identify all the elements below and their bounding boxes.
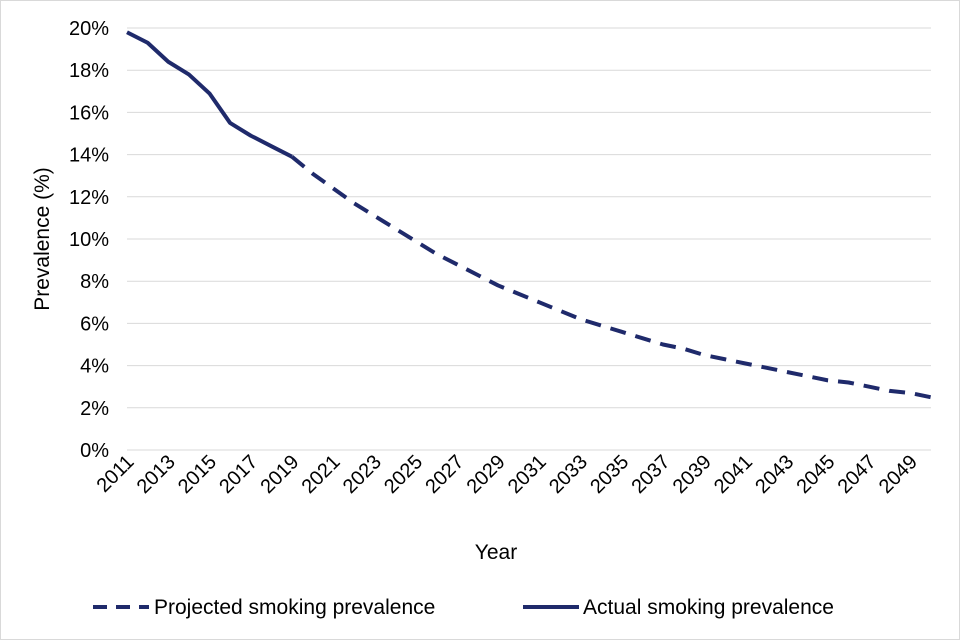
actual-series-line: [126, 30, 293, 159]
x-tick-label: 2039: [669, 451, 716, 498]
x-tick-label: 2029: [463, 451, 510, 498]
grid-lines: [127, 27, 931, 409]
x-tick-label: 2025: [380, 451, 427, 498]
x-tick-label: 2015: [174, 451, 221, 498]
projected-series-line: [290, 155, 932, 400]
y-tick-label: 14%: [69, 145, 109, 167]
x-axis-title: Year: [475, 541, 517, 564]
x-tick-label: 2045: [792, 451, 839, 498]
x-tick-label: 2027: [421, 451, 468, 498]
y-tick-label: 10%: [69, 229, 109, 251]
y-tick-label: 6%: [80, 313, 109, 335]
x-tick-label: 2031: [504, 451, 551, 498]
x-tick-label: 2023: [339, 451, 386, 498]
x-tick-label: 2041: [710, 451, 757, 498]
series-layer: [126, 30, 932, 400]
x-tick-label: 2017: [215, 451, 262, 498]
x-tick-label: 2033: [545, 451, 592, 498]
x-tick-label: 2043: [751, 451, 798, 498]
y-axis-tick-labels: 0% 2% 4% 6% 8% 10% 12% 14% 16% 18% 20%: [69, 18, 109, 462]
y-tick-label: 4%: [80, 356, 109, 378]
y-tick-label: 0%: [80, 440, 109, 462]
x-tick-label: 2049: [875, 451, 922, 498]
x-tick-label: 2019: [256, 451, 303, 498]
x-tick-label: 2037: [628, 451, 675, 498]
y-axis-title: Prevalence (%): [31, 167, 54, 311]
y-tick-label: 8%: [80, 271, 109, 293]
y-tick-label: 18%: [69, 60, 109, 82]
x-tick-label: 2047: [834, 451, 881, 498]
legend-label-projected: Projected smoking prevalence: [154, 596, 435, 619]
x-tick-label: 2013: [133, 451, 180, 498]
legend-label-actual: Actual smoking prevalence: [583, 596, 834, 619]
legend: Projected smoking prevalence Actual smok…: [93, 596, 834, 619]
y-tick-label: 12%: [69, 187, 109, 209]
y-tick-label: 2%: [80, 398, 109, 420]
x-axis-tick-labels: 2011201320152017201920212023202520272029…: [93, 451, 922, 498]
x-tick-label: 2035: [586, 451, 633, 498]
y-tick-label: 16%: [69, 102, 109, 124]
y-tick-label: 20%: [69, 18, 109, 40]
x-tick-label: 2021: [298, 451, 345, 498]
